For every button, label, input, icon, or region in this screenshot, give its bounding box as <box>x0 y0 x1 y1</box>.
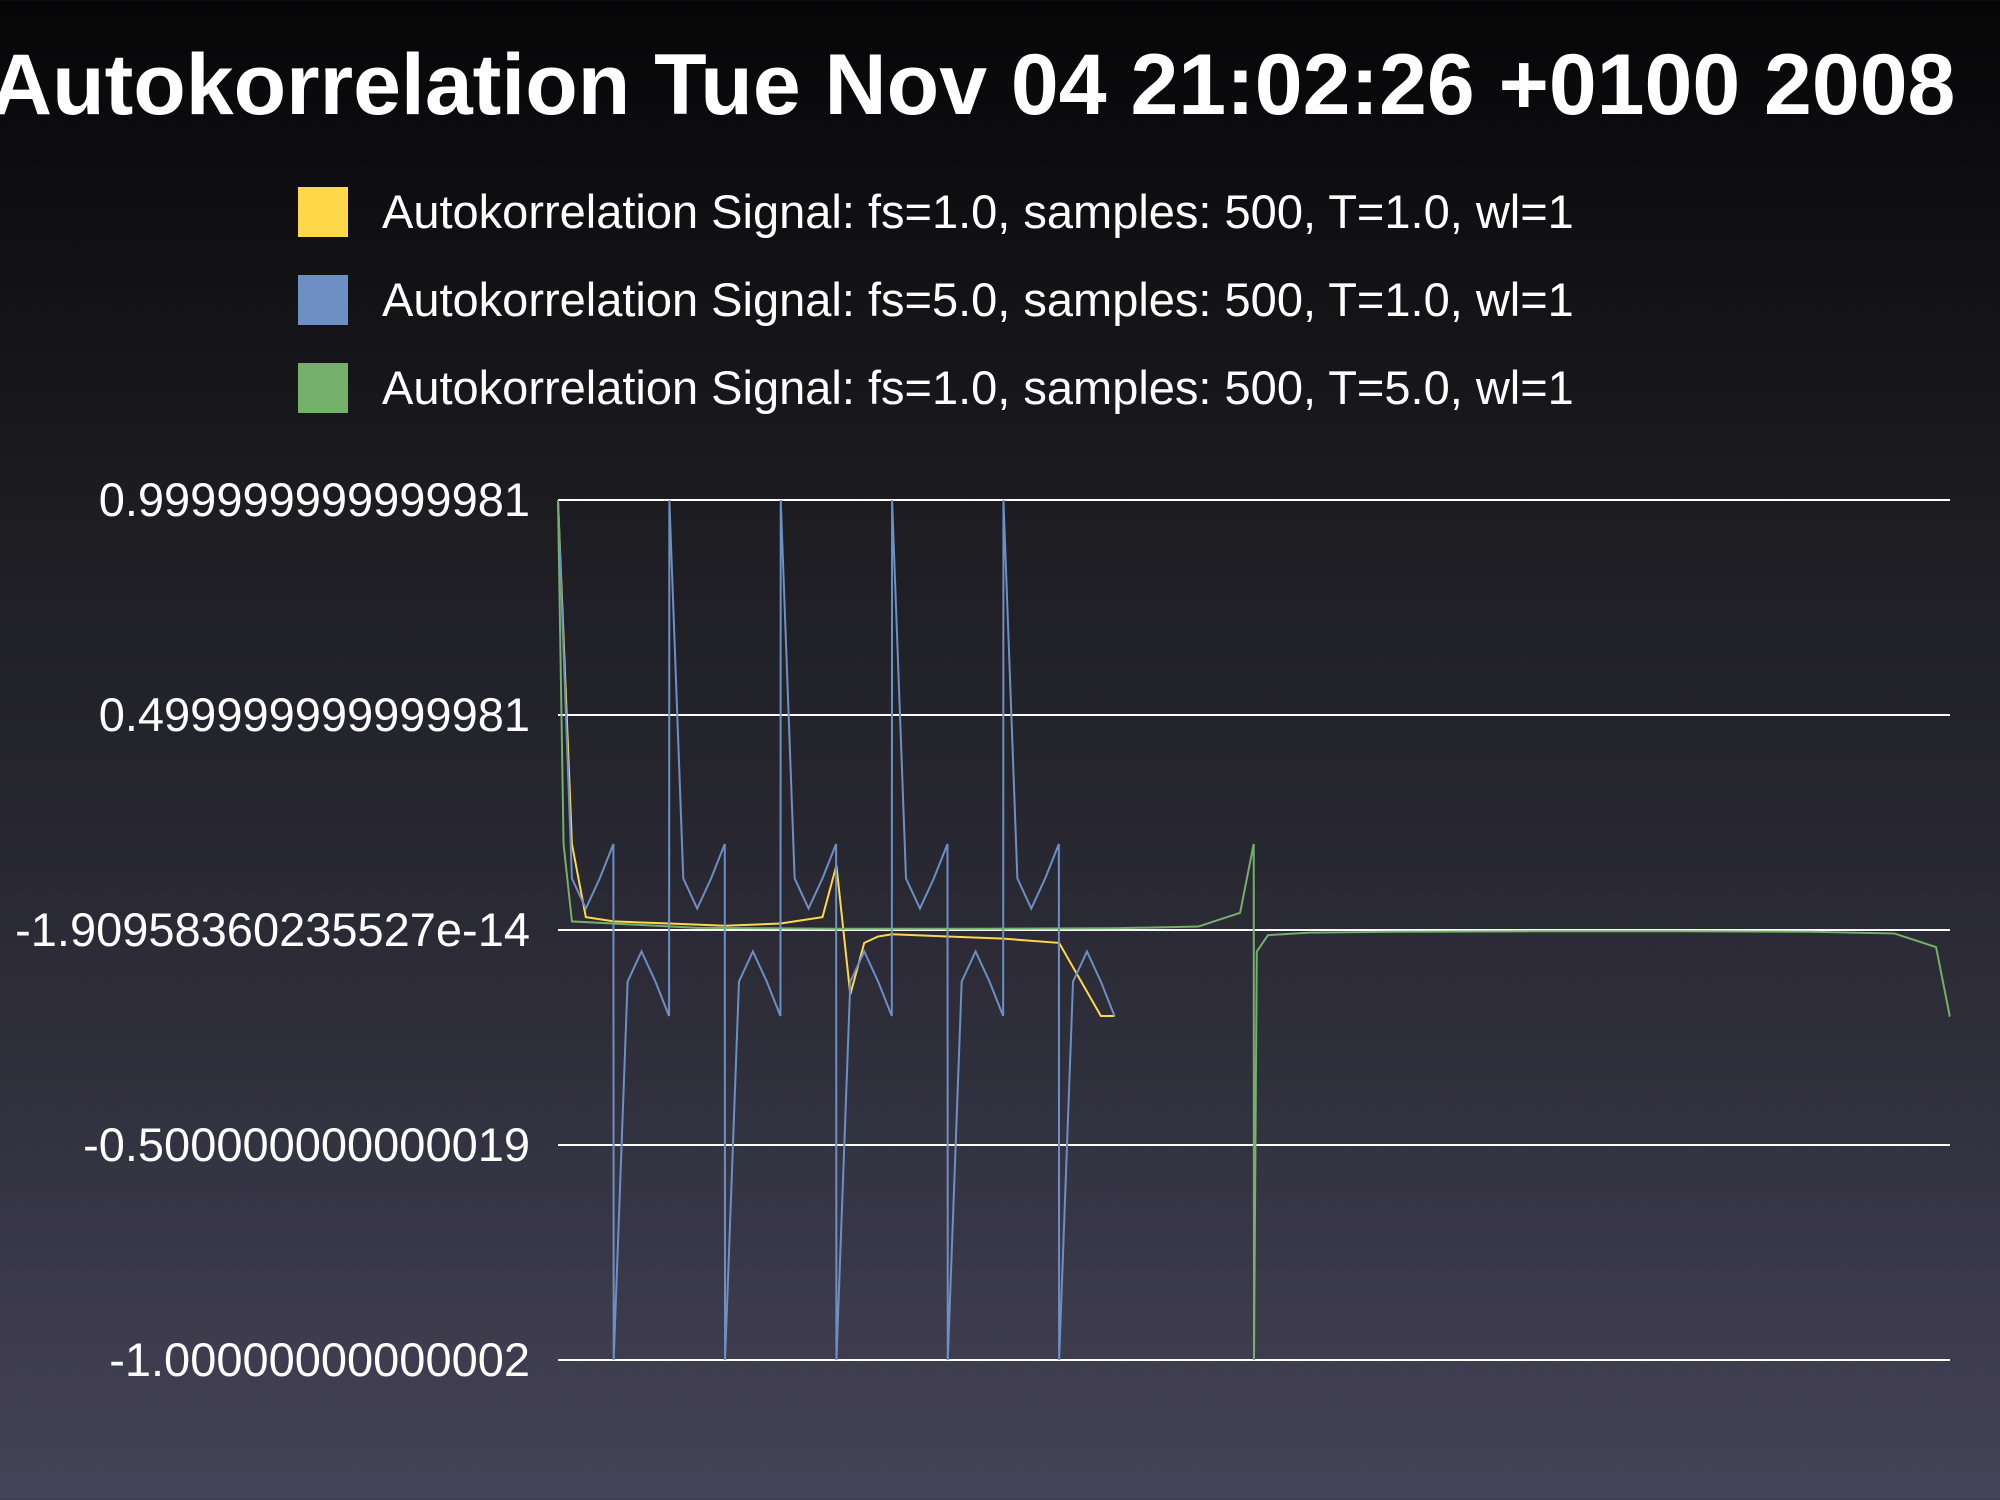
legend-swatch <box>298 363 348 413</box>
legend-label: Autokorrelation Signal: fs=1.0, samples:… <box>382 185 1574 238</box>
series-line <box>557 499 1951 1361</box>
y-tick-label: 0.499999999999981 <box>99 688 530 741</box>
legend-label: Autokorrelation Signal: fs=5.0, samples:… <box>382 273 1574 326</box>
legend-swatch <box>298 275 348 325</box>
series-line <box>557 499 1116 1361</box>
y-axis-ticks: 0.999999999999981 0.499999999999981 -1.909… <box>15 473 530 1386</box>
series-layer <box>557 499 1951 1361</box>
legend-label: Autokorrelation Signal: fs=1.0, samples:… <box>382 361 1574 414</box>
y-tick-label: -0.500000000000019 <box>83 1118 530 1171</box>
y-tick-label: -1.90958360235527e-14 <box>15 903 530 956</box>
y-tick-label: 0.999999999999981 <box>99 473 530 526</box>
legend-swatch <box>298 187 348 237</box>
series-line <box>557 499 1115 1017</box>
y-tick-label: -1.00000000000002 <box>109 1333 530 1386</box>
chart-title: Autokorrelation Tue Nov 04 21:02:26 +010… <box>0 37 1956 133</box>
